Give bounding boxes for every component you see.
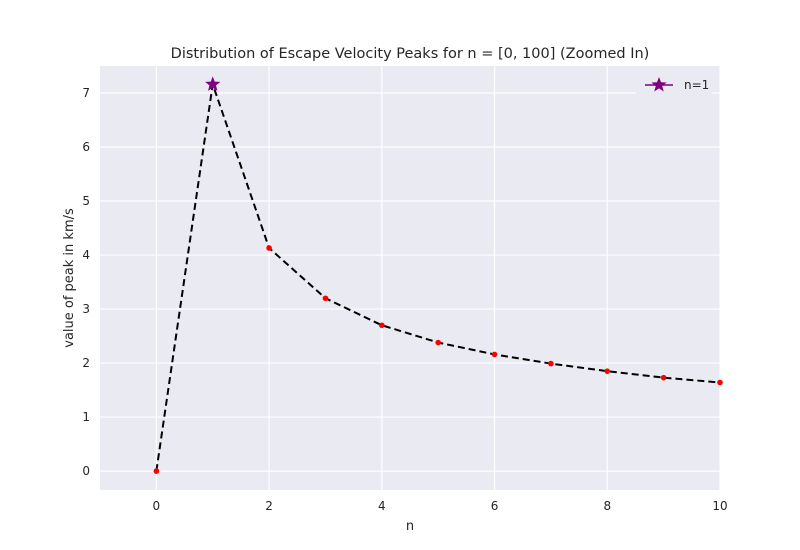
y-tick-labels: 0 1 2 3 4 5 6 7: [82, 86, 90, 478]
x-axis-label: n: [406, 519, 414, 534]
x-tick-label: 8: [603, 499, 611, 513]
y-tick-label: 2: [82, 356, 90, 370]
y-tick-label: 3: [82, 302, 90, 316]
series-group: [153, 76, 723, 474]
data-point: [491, 351, 498, 358]
data-point: [717, 379, 723, 386]
grid: [100, 66, 721, 490]
data-point: [153, 468, 160, 474]
legend-label: n=1: [684, 78, 709, 92]
x-tick-label: 4: [378, 499, 386, 513]
y-tick-label: 1: [82, 410, 90, 424]
y-tick-label: 0: [82, 464, 90, 478]
data-point: [660, 374, 667, 381]
data-point: [604, 368, 611, 374]
x-tick-label: 2: [265, 499, 273, 513]
x-tick-label: 10: [712, 499, 727, 513]
data-point: [379, 322, 385, 329]
y-tick-label: 6: [82, 140, 90, 154]
x-tick-label: 0: [153, 499, 161, 513]
x-tick-label: 6: [491, 499, 499, 513]
x-tick-labels: 0 2 4 6 8 10: [153, 499, 728, 513]
highlight-star-marker: [205, 76, 221, 91]
data-point: [435, 339, 441, 346]
chart-title: Distribution of Escape Velocity Peaks fo…: [171, 46, 650, 62]
data-point: [322, 295, 329, 302]
plot-background: [100, 66, 720, 490]
y-tick-label: 4: [82, 248, 90, 262]
y-tick-label: 5: [82, 194, 90, 208]
y-axis-label: value of peak in km/s: [62, 208, 77, 348]
legend: n=1: [636, 73, 712, 97]
data-point: [548, 360, 554, 367]
y-tick-label: 7: [82, 86, 90, 100]
data-point: [266, 245, 272, 251]
legend-star-marker: [651, 77, 667, 92]
